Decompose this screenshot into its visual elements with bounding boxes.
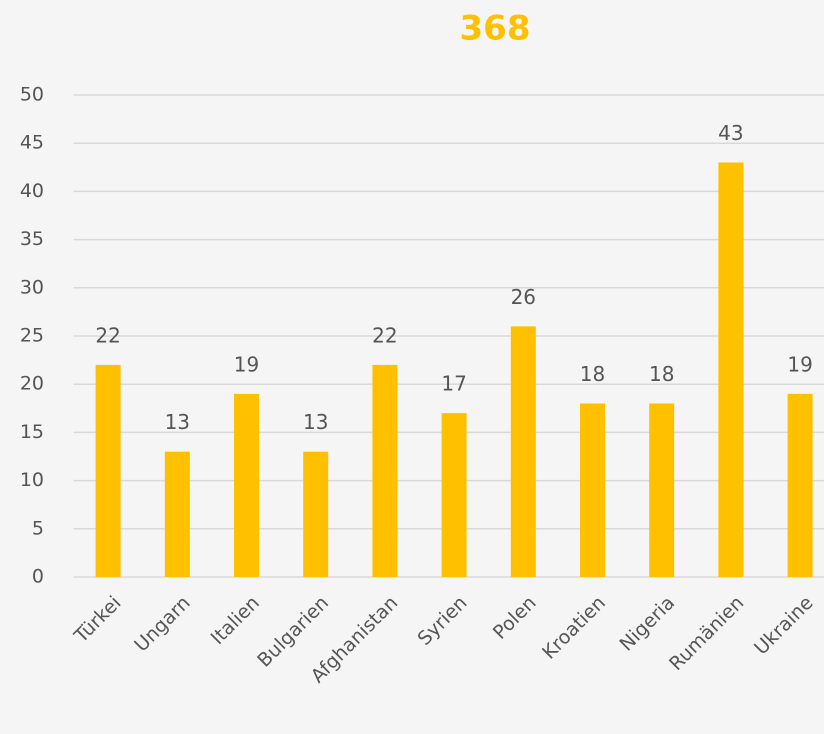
data-label: 43 [718,121,743,145]
chart-title: 368 [460,9,531,49]
bar [510,326,536,577]
y-tick-label: 0 [32,566,44,588]
data-label: 18 [580,362,605,386]
bar [441,413,467,577]
data-label: 13 [303,410,328,434]
data-label: 19 [787,352,812,376]
bar [372,364,398,577]
data-label: 26 [511,285,536,309]
bar [95,364,121,577]
y-tick-label: 15 [20,421,44,443]
data-label: 19 [234,352,259,376]
bar [580,403,605,577]
bar [718,162,744,578]
bar [649,403,675,577]
y-tick-label: 20 [20,373,44,395]
bar [164,451,190,577]
y-tick-label: 50 [20,84,44,106]
data-label: 13 [165,410,190,434]
y-tick-label: 30 [20,276,44,298]
y-tick-label: 10 [20,469,44,491]
y-tick-label: 25 [20,325,44,347]
data-label: 22 [372,323,397,347]
data-label: 17 [441,372,466,396]
bar [787,393,813,577]
bar [234,393,259,577]
y-tick-label: 5 [32,517,44,539]
data-label: 22 [95,323,120,347]
data-label: 18 [649,362,674,386]
y-tick-label: 45 [20,132,44,154]
y-tick-label: 35 [20,228,44,250]
y-tick-label: 40 [20,180,44,202]
bar [303,451,329,577]
